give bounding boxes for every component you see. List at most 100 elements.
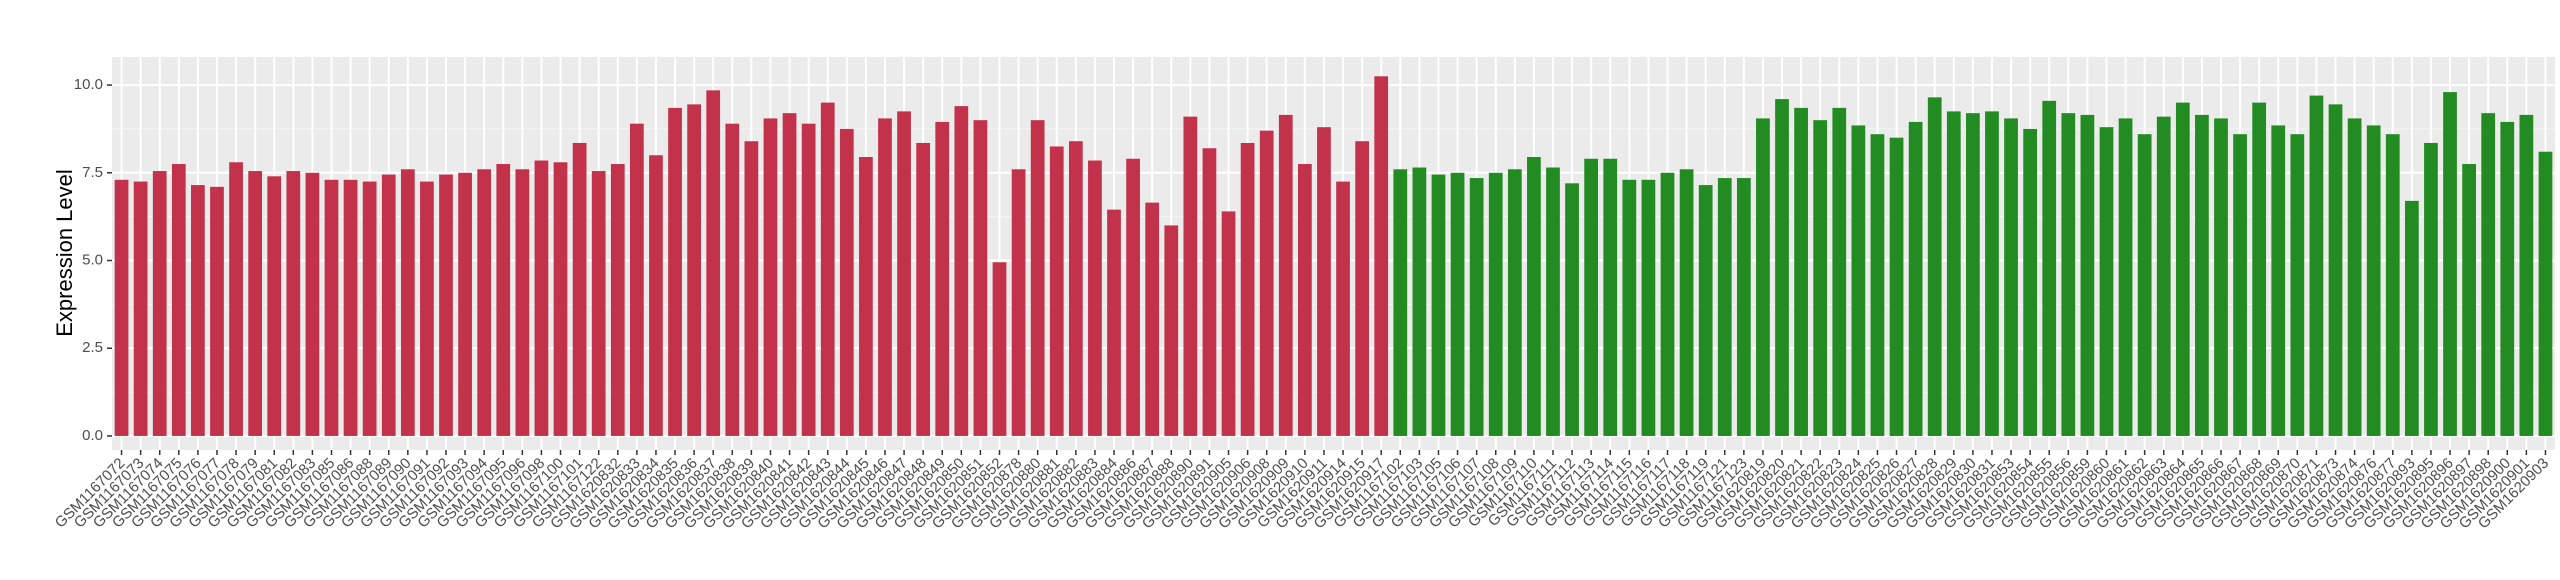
bar (1317, 127, 1331, 436)
bar (534, 160, 549, 436)
y-tick-label: 10.0 (74, 76, 103, 93)
bar (1278, 114, 1293, 436)
bar (1183, 116, 1198, 436)
bar (668, 107, 682, 436)
bar (2080, 114, 2095, 436)
bar (1107, 209, 1121, 436)
bar (1698, 185, 1713, 436)
bar (1202, 148, 1217, 436)
bar (1527, 157, 1541, 436)
bar (706, 90, 721, 436)
bar (1049, 146, 1064, 436)
bar (1717, 178, 1732, 436)
bar (400, 169, 415, 436)
bar (2500, 121, 2515, 436)
bar (2328, 104, 2343, 436)
bar (1507, 169, 1522, 436)
bar (2519, 114, 2534, 436)
bar (1546, 167, 1560, 436)
bar (1412, 167, 1427, 436)
bar (2004, 118, 2018, 436)
bar (763, 118, 778, 436)
bar (1908, 121, 1923, 436)
bar (2443, 92, 2457, 436)
bar (1985, 111, 1999, 436)
bar (878, 118, 892, 436)
bar (1603, 158, 1618, 436)
bar (2404, 200, 2419, 436)
bar (210, 186, 224, 436)
bar (439, 174, 453, 436)
bar (2233, 134, 2247, 436)
bar (1145, 202, 1160, 436)
bar (229, 162, 243, 436)
bar (839, 128, 854, 436)
bar (496, 164, 511, 436)
bar (267, 176, 282, 436)
bar (801, 123, 816, 436)
bar (1355, 141, 1369, 436)
bar (1870, 134, 1885, 436)
bar (2347, 118, 2362, 436)
bar (1298, 164, 1312, 436)
bar (343, 179, 358, 436)
y-tick-label: 2.5 (82, 339, 103, 356)
bar (1374, 76, 1389, 436)
y-tick-label: 5.0 (82, 251, 103, 268)
bar (2156, 116, 2171, 436)
bar (1851, 125, 1866, 436)
bar (572, 142, 587, 436)
bar (1469, 178, 1484, 436)
bar (2042, 100, 2057, 436)
bar (649, 155, 663, 436)
bar (591, 171, 606, 436)
bar (1736, 178, 1751, 436)
bar (725, 123, 740, 436)
bar (2290, 134, 2305, 436)
bar (1240, 142, 1255, 436)
bar (2424, 142, 2438, 436)
bar (1660, 172, 1675, 436)
y-axis-title: Expression Level (52, 169, 77, 337)
bar (973, 120, 988, 436)
bar (1011, 169, 1026, 436)
bar (782, 113, 797, 436)
bar (1126, 158, 1140, 436)
bar (992, 262, 1007, 436)
bar (2214, 118, 2228, 436)
bar (1030, 120, 1045, 436)
bar (1068, 141, 1083, 436)
bar (1488, 172, 1503, 436)
bar (2099, 127, 2114, 436)
bar (687, 104, 701, 436)
bar (2538, 151, 2553, 436)
y-tick-label: 0.0 (82, 427, 103, 444)
bar (2118, 118, 2133, 436)
bar (954, 106, 969, 436)
bar (458, 172, 472, 436)
bar (171, 164, 186, 436)
bar (2481, 113, 2496, 436)
bar (2385, 134, 2400, 436)
bar (381, 174, 396, 436)
bar (1794, 107, 1808, 436)
bar (610, 164, 625, 436)
bar (152, 171, 167, 436)
bar (2137, 134, 2152, 436)
bar (820, 102, 835, 436)
bar (916, 142, 931, 436)
bar (2462, 164, 2476, 436)
bar (477, 169, 492, 436)
bar (629, 123, 644, 436)
bar (1088, 160, 1102, 436)
y-tick-label: 7.5 (82, 164, 103, 181)
bar (1565, 183, 1579, 436)
bar (1431, 174, 1446, 436)
bar (324, 179, 339, 436)
bar (1775, 99, 1789, 436)
bar (114, 179, 129, 436)
bar (1221, 211, 1236, 436)
bar (1813, 120, 1828, 436)
bar (744, 141, 759, 436)
